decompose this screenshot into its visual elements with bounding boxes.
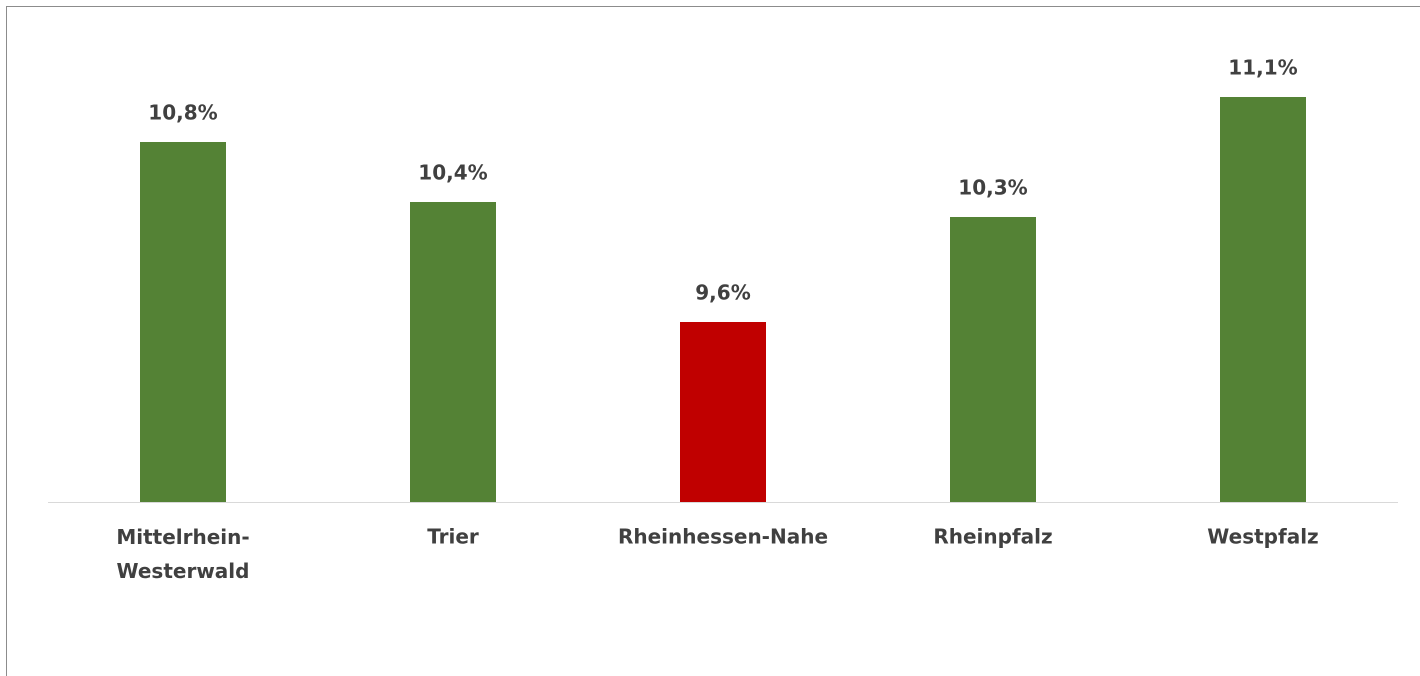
bar bbox=[1220, 97, 1306, 502]
value-label: 9,6% bbox=[695, 281, 750, 305]
x-tick-label: Westpfalz bbox=[1207, 525, 1318, 549]
value-label: 10,8% bbox=[148, 101, 217, 125]
value-label: 11,1% bbox=[1228, 56, 1297, 80]
x-tick-label: Trier bbox=[427, 525, 479, 549]
bar bbox=[950, 217, 1036, 502]
bar bbox=[680, 322, 766, 502]
value-label: 10,3% bbox=[958, 176, 1027, 200]
x-tick-label: Rheinpfalz bbox=[933, 525, 1052, 549]
x-tick-label: Rheinhessen-Nahe bbox=[618, 525, 828, 549]
bar bbox=[410, 202, 496, 502]
x-tick-label: Mittelrhein-Westerwald bbox=[116, 525, 249, 583]
bar bbox=[140, 142, 226, 502]
value-label: 10,4% bbox=[418, 161, 487, 185]
